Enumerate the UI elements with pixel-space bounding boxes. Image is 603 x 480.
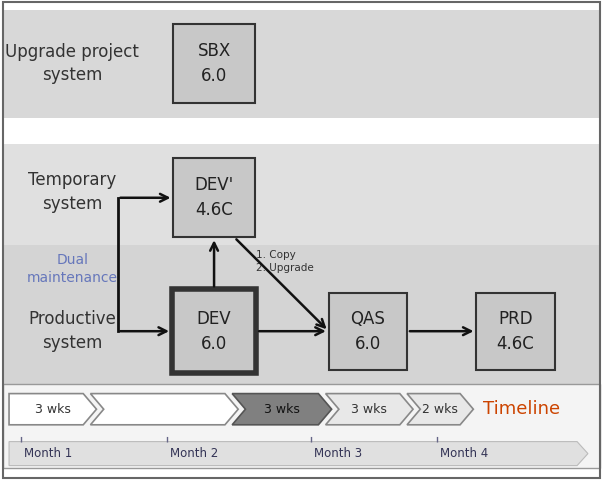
- Text: Temporary
system: Temporary system: [28, 171, 116, 213]
- Text: Month 3: Month 3: [314, 447, 362, 460]
- Polygon shape: [326, 394, 413, 425]
- Bar: [3, 118, 600, 144]
- Bar: [329, 293, 407, 370]
- Polygon shape: [9, 442, 588, 466]
- Text: Timeline: Timeline: [483, 400, 560, 418]
- Text: QAS
6.0: QAS 6.0: [350, 310, 385, 353]
- Text: Month 4: Month 4: [440, 447, 488, 460]
- Text: SBX
6.0: SBX 6.0: [197, 42, 231, 85]
- Text: 3 wks: 3 wks: [352, 403, 387, 416]
- Bar: [3, 144, 600, 245]
- Text: 2 wks: 2 wks: [422, 403, 458, 416]
- Polygon shape: [407, 394, 473, 425]
- Text: Productive
system: Productive system: [28, 311, 116, 352]
- Polygon shape: [232, 394, 332, 425]
- Text: Month 2: Month 2: [170, 447, 218, 460]
- Text: DEV
6.0: DEV 6.0: [197, 310, 232, 353]
- Text: 1. Copy
2. Upgrade: 1. Copy 2. Upgrade: [256, 250, 314, 273]
- Bar: [3, 245, 600, 389]
- Text: Upgrade project
system: Upgrade project system: [5, 43, 139, 84]
- Bar: [174, 24, 254, 103]
- Bar: [3, 10, 600, 118]
- Polygon shape: [90, 394, 238, 425]
- Bar: [476, 293, 555, 370]
- Text: DEV'
4.6C: DEV' 4.6C: [194, 176, 234, 219]
- Text: Month 1: Month 1: [24, 447, 72, 460]
- Bar: [174, 158, 254, 238]
- Text: PRD
4.6C: PRD 4.6C: [497, 310, 534, 353]
- Text: Dual
maintenance: Dual maintenance: [27, 252, 118, 285]
- Text: 3 wks: 3 wks: [264, 403, 300, 416]
- Bar: [3, 384, 600, 468]
- Bar: [172, 289, 256, 373]
- Text: 3 wks: 3 wks: [35, 403, 71, 416]
- Polygon shape: [9, 394, 96, 425]
